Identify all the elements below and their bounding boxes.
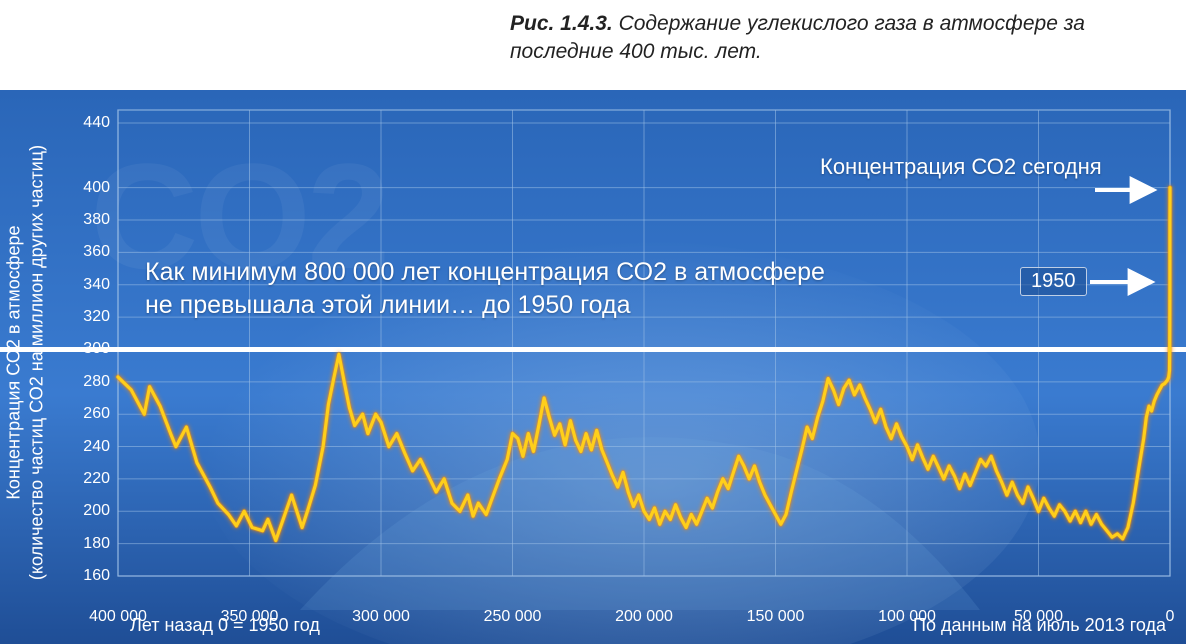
y-tick-label: 300 bbox=[76, 340, 110, 358]
y-tick-label: 240 bbox=[76, 438, 110, 456]
y-tick-label: 200 bbox=[76, 502, 110, 520]
y-tick-label: 280 bbox=[76, 373, 110, 391]
x-tick-label: 250 000 bbox=[484, 608, 542, 626]
y-tick-label: 180 bbox=[76, 535, 110, 553]
annotation-today: Концентрация СО2 сегодня bbox=[820, 154, 1102, 180]
figure-caption: Рис. 1.4.3. Содержание углекислого газа … bbox=[510, 10, 1160, 67]
x-tick-label: 300 000 bbox=[352, 608, 410, 626]
y-tick-label: 380 bbox=[76, 211, 110, 229]
annotation-main: Как минимум 800 000 лет концентрация СО2… bbox=[145, 256, 825, 321]
y-tick-label: 360 bbox=[76, 243, 110, 261]
y-tick-label: 260 bbox=[76, 405, 110, 423]
caption-prefix: Рис. 1.4.3. bbox=[510, 12, 613, 35]
y-tick-label: 440 bbox=[76, 114, 110, 132]
x-axis-title-left: Лет назад 0 = 1950 год bbox=[130, 615, 320, 636]
figure-root: Рис. 1.4.3. Содержание углекислого газа … bbox=[0, 0, 1186, 644]
x-tick-label: 150 000 bbox=[747, 608, 805, 626]
x-axis-title-right: По данным на июль 2013 года bbox=[913, 615, 1166, 636]
annotation-1950-text: 1950 bbox=[1031, 270, 1076, 292]
annotation-today-text: Концентрация СО2 сегодня bbox=[820, 154, 1102, 179]
x-tick-label: 200 000 bbox=[615, 608, 673, 626]
y-tick-label: 340 bbox=[76, 276, 110, 294]
annotation-1950: 1950 bbox=[1020, 267, 1087, 296]
annotation-main-line1: Как минимум 800 000 лет концентрация СО2… bbox=[145, 258, 825, 286]
y-tick-label: 320 bbox=[76, 308, 110, 326]
y-tick-label: 400 bbox=[76, 179, 110, 197]
y-tick-label: 160 bbox=[76, 567, 110, 585]
chart-panel: CO2 Концентрация СО2 в атмосфере (количе… bbox=[0, 90, 1186, 644]
y-tick-label: 220 bbox=[76, 470, 110, 488]
x-tick-label: 0 bbox=[1166, 608, 1175, 626]
annotation-main-line2: не превышала этой линии… до 1950 года bbox=[145, 291, 631, 319]
